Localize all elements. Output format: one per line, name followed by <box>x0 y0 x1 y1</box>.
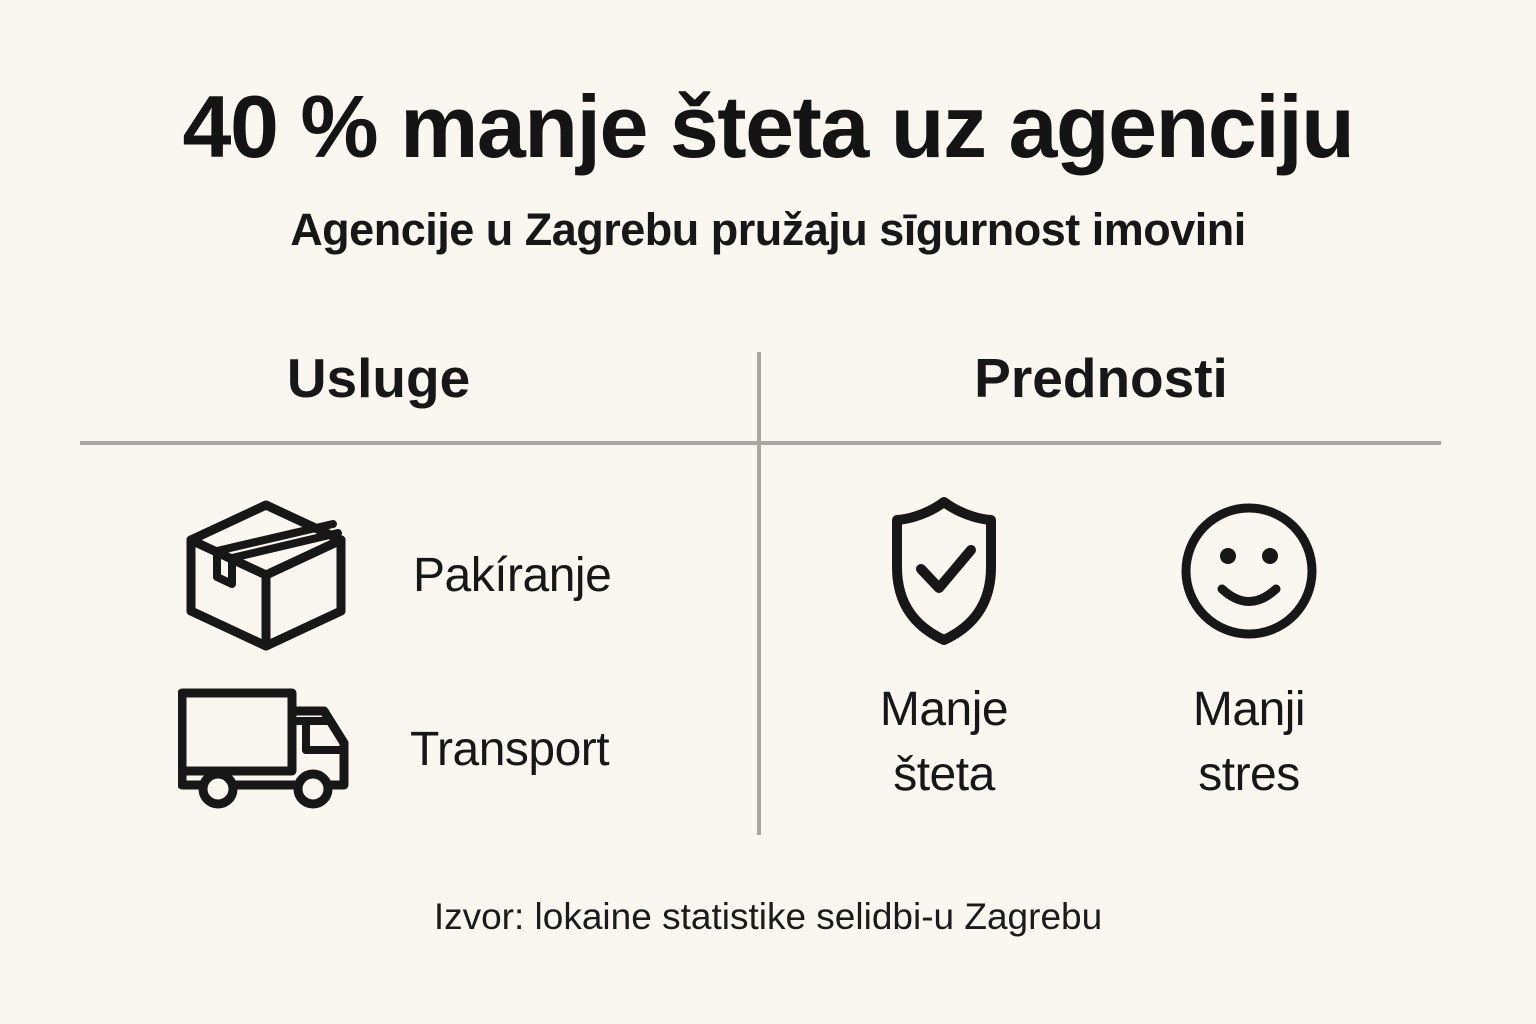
benefit-item-less-stress: Manji stres <box>1076 495 1422 807</box>
smiley-face-icon <box>1179 495 1319 647</box>
service-label-transport: Transport <box>410 722 610 776</box>
benefits-column-heading: Prednosti <box>974 347 1228 409</box>
truck-icon <box>178 688 350 810</box>
benefit-item-less-damage: Manje šteta <box>771 495 1117 807</box>
services-column-heading: Usluge <box>286 347 471 409</box>
service-item-transport: Transport <box>178 688 610 810</box>
service-label-packing: Pakíranje <box>413 548 612 602</box>
package-box-icon <box>183 499 349 651</box>
benefit-label-less-stress: Manji stres <box>1192 683 1306 801</box>
service-item-packing: Pakíranje <box>183 499 612 651</box>
vertical-divider <box>757 352 761 835</box>
benefit-label-less-damage: Manje šteta <box>879 683 1009 801</box>
source-note: Izvor: lokaine statistike selidbi-u Zagr… <box>433 896 1103 937</box>
shield-check-icon <box>879 495 1009 647</box>
page-subtitle: Agencije u Zagrebu pružaju sīgurnost imo… <box>290 204 1246 255</box>
page-title: 40 % manje šteta uz agenciju <box>182 77 1355 176</box>
